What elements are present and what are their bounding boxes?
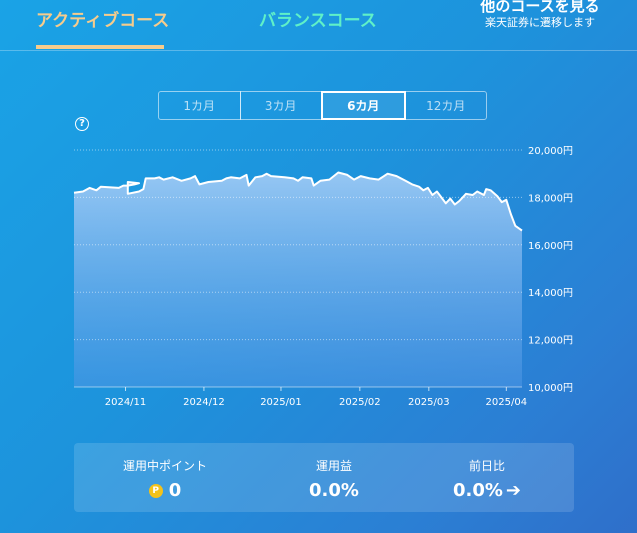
x-tick-label: 2024/12 (183, 397, 225, 408)
points-value-row: P 0 (82, 480, 248, 501)
x-tick-label: 2025/03 (408, 397, 450, 408)
x-tick-label: 2025/01 (260, 397, 302, 408)
chart-area-fill (74, 172, 522, 387)
points-stat: 運用中ポイント P 0 (82, 443, 248, 501)
x-tick-label: 2025/02 (339, 397, 381, 408)
prev-day-label: 前日比 (468, 459, 505, 473)
chart-series-line (73, 171, 523, 232)
y-tick-label: 18,000円 (528, 193, 573, 204)
y-tick-label: 20,000円 (528, 146, 573, 157)
y-tick-label: 12,000円 (528, 336, 573, 347)
tab-balance-course[interactable]: バランスコース (259, 11, 377, 31)
gain-stat: 運用益 0.0% (251, 443, 417, 501)
tab-active-course[interactable]: アクティブコース (36, 11, 170, 31)
point-coin-icon: P (148, 483, 163, 498)
other-courses-title: 他のコースを見る (480, 0, 600, 15)
period-3-months[interactable]: 3カ月 (239, 91, 322, 120)
y-tick-label: 14,000円 (528, 288, 573, 299)
x-tick-label: 2024/11 (105, 397, 147, 408)
y-tick-label: 10,000円 (528, 383, 573, 394)
summary-panel: 運用中ポイント P 0 運用益 0.0% 前日比 0.0% ➔ (74, 443, 574, 512)
x-tick-label: 2025/04 (486, 397, 528, 408)
y-tick-label: 16,000円 (528, 241, 573, 252)
gain-label: 運用益 (315, 459, 352, 473)
period-1-month[interactable]: 1カ月 (158, 91, 241, 120)
points-value: 0 (168, 480, 182, 501)
gain-value: 0.0% (309, 480, 359, 501)
other-courses-link[interactable]: 他のコースを見る 楽天証券に遷移します (466, 0, 614, 30)
points-label: 運用中ポイント (122, 459, 207, 473)
other-courses-subtitle: 楽天証券に遷移します (485, 16, 595, 29)
prev-day-stat: 前日比 0.0% ➔ (404, 443, 570, 501)
help-icon[interactable]: ? (75, 117, 89, 131)
prev-day-value: 0.0% (452, 480, 503, 501)
arrow-right-icon[interactable]: ➔ (505, 480, 521, 501)
active-tab-underline (36, 45, 164, 49)
period-12-months[interactable]: 12カ月 (404, 91, 487, 120)
period-selector: 1カ月 3カ月 6カ月 12カ月 (158, 91, 487, 120)
period-6-months[interactable]: 6カ月 (321, 91, 406, 120)
performance-chart: 20,000円 18,000円 16,000円 14,000円 12,000円 10,00… (73, 146, 573, 408)
course-nav: アクティブコース バランスコース 他のコースを見る 楽天証券に遷移します (0, 0, 637, 51)
prev-day-value-row: 0.0% ➔ (404, 480, 570, 501)
